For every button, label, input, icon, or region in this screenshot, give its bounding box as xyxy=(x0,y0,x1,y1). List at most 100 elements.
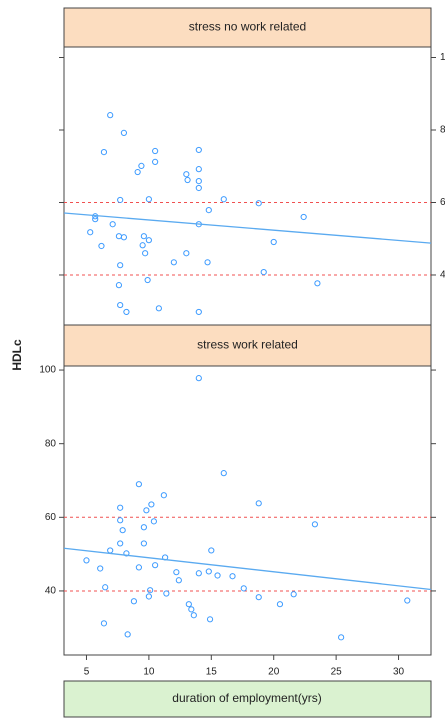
point xyxy=(163,590,170,597)
point xyxy=(117,301,124,309)
point xyxy=(87,229,94,236)
point xyxy=(195,178,202,185)
fit-line xyxy=(63,547,432,591)
point xyxy=(195,308,202,316)
point xyxy=(140,540,147,547)
point xyxy=(206,616,214,623)
x-tick-label: 25 xyxy=(331,667,343,678)
point xyxy=(183,171,190,178)
point xyxy=(107,112,114,119)
point xyxy=(98,242,105,250)
point xyxy=(183,250,190,257)
panel-title: stress work related xyxy=(197,338,298,352)
y-tick-label: 60 xyxy=(440,197,445,208)
point xyxy=(175,577,182,584)
point xyxy=(102,584,109,591)
x-tick-label: 30 xyxy=(393,667,405,678)
x-tick-label: 5 xyxy=(84,667,90,678)
point xyxy=(311,521,319,528)
point xyxy=(135,564,142,571)
point xyxy=(185,601,192,608)
point xyxy=(140,524,147,531)
point xyxy=(214,572,221,579)
point xyxy=(300,213,307,221)
point xyxy=(147,587,154,594)
point xyxy=(260,268,267,276)
point xyxy=(170,259,177,266)
point xyxy=(208,547,215,554)
point xyxy=(107,547,114,554)
y-axis-label: HDLc xyxy=(10,339,24,371)
point xyxy=(117,540,124,547)
point xyxy=(190,612,197,619)
point xyxy=(117,517,124,524)
x-tick-label: 10 xyxy=(143,667,155,678)
point xyxy=(115,282,123,289)
point xyxy=(195,375,202,382)
point xyxy=(195,166,202,173)
panel-frame xyxy=(63,365,432,656)
point xyxy=(134,168,141,176)
point xyxy=(276,601,284,608)
point xyxy=(123,308,130,316)
point xyxy=(205,568,212,575)
point xyxy=(138,162,145,169)
point xyxy=(404,597,411,604)
point xyxy=(160,492,167,499)
y-tick-label: 40 xyxy=(45,586,57,597)
point xyxy=(195,184,202,192)
point xyxy=(314,280,321,287)
point xyxy=(152,562,159,569)
point xyxy=(152,147,159,155)
point xyxy=(83,557,90,564)
point xyxy=(195,570,202,577)
point xyxy=(255,594,262,601)
point xyxy=(229,573,236,580)
point xyxy=(148,501,155,508)
y-tick-label: 40 xyxy=(440,270,445,281)
point xyxy=(123,550,130,557)
point xyxy=(145,237,152,244)
point xyxy=(152,158,159,165)
point xyxy=(150,518,157,525)
point xyxy=(97,565,104,572)
point xyxy=(124,631,131,638)
panel-strip xyxy=(63,7,432,48)
point xyxy=(255,500,262,507)
point xyxy=(117,504,124,511)
point xyxy=(204,259,211,266)
point xyxy=(145,593,152,600)
point xyxy=(119,527,126,534)
point xyxy=(173,569,180,576)
point xyxy=(290,591,297,598)
point xyxy=(120,129,128,137)
point xyxy=(120,234,128,241)
point xyxy=(92,216,99,223)
fit-line xyxy=(63,212,432,244)
point xyxy=(145,196,152,203)
point xyxy=(117,196,124,204)
point xyxy=(270,238,277,246)
point xyxy=(338,634,345,641)
point xyxy=(240,585,247,592)
point xyxy=(144,276,151,284)
point xyxy=(100,620,108,627)
point xyxy=(195,146,202,154)
point xyxy=(220,196,227,203)
y-tick-label: 60 xyxy=(45,512,57,523)
point xyxy=(142,250,149,257)
y-tick-label: 100 xyxy=(39,365,56,376)
y-tick-label: 100 xyxy=(440,52,445,63)
point xyxy=(155,305,162,312)
point xyxy=(135,481,142,488)
x-axis-label: duration of employment(yrs) xyxy=(172,691,321,705)
x-tick-label: 15 xyxy=(206,667,218,678)
y-tick-label: 80 xyxy=(440,125,445,136)
panel-strip xyxy=(63,324,432,367)
point xyxy=(205,207,212,214)
point xyxy=(109,221,116,228)
panel-title: stress no work related xyxy=(189,20,306,34)
point xyxy=(188,606,195,613)
point xyxy=(255,200,262,207)
